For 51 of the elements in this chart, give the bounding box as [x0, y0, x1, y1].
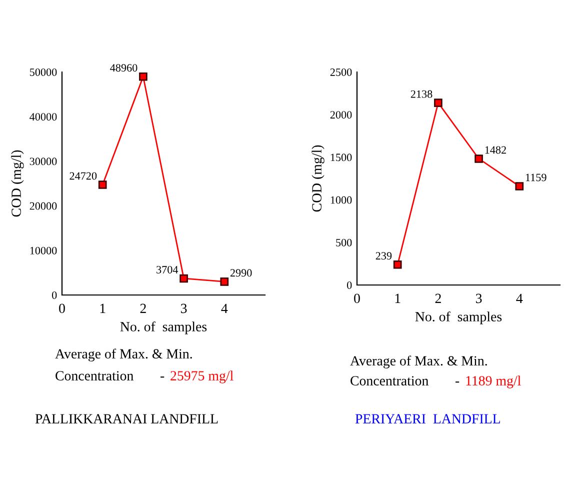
- y-tick-label: 10000: [30, 246, 57, 254]
- y-tick-label: 20000: [30, 202, 57, 210]
- point: [434, 98, 442, 108]
- x-tick-label: 2: [435, 294, 441, 303]
- x-tick-label: 3: [180, 304, 187, 314]
- y-axis-title: COD (mg/l): [11, 150, 24, 217]
- data-label: 1482: [485, 146, 506, 154]
- data-label: 48960: [110, 64, 138, 72]
- text: -: [456, 382, 460, 383]
- text: 25975 mg/l: [170, 370, 234, 384]
- y-tick-label: 2500: [330, 68, 352, 76]
- x-tick-label: 4: [516, 294, 523, 303]
- text: Concentration: [56, 371, 134, 380]
- data-label: 24720: [70, 172, 97, 180]
- point: [393, 260, 402, 269]
- x-tick-label: 4: [221, 304, 228, 313]
- x-tick-label: 1: [100, 304, 106, 313]
- text: PERIYAERI LANDFILL: [355, 414, 500, 424]
- y-axis-title: COD (mg/l): [312, 145, 324, 212]
- text: -: [160, 376, 164, 378]
- data-label: 3704: [156, 266, 178, 274]
- text: 1189 mg/l: [466, 376, 521, 388]
- y-tick-label: 1000: [330, 196, 352, 204]
- x-axis-title: No. of samples: [120, 321, 207, 334]
- x-tick-label: 1: [395, 294, 400, 303]
- x-tick-label: 3: [476, 294, 482, 304]
- x-tick-label: 2: [140, 304, 146, 313]
- data-label: 1159: [526, 174, 546, 182]
- y-tick-label: 0: [347, 281, 352, 289]
- point: [515, 182, 524, 190]
- x-tick-label: 0: [59, 304, 65, 314]
- text: Average of Max. & Min.: [55, 348, 192, 362]
- data-label: 239: [376, 252, 392, 260]
- y-tick-label: 50000: [30, 68, 57, 76]
- data-label: 2138: [410, 90, 432, 98]
- y-tick-label: 1500: [330, 154, 352, 162]
- x-axis-title: No. of samples: [415, 311, 502, 324]
- point: [180, 274, 188, 283]
- y-tick-label: 500: [336, 238, 352, 246]
- x-tick-label: 0: [354, 294, 360, 304]
- data-label: 2990: [230, 269, 252, 277]
- point: [220, 278, 229, 286]
- text: PALLIKKARANAI LANDFILL: [35, 414, 218, 424]
- y-tick-label: 40000: [30, 113, 57, 121]
- y-tick-label: 2000: [330, 111, 352, 119]
- y-tick-label: 30000: [30, 158, 57, 166]
- point: [98, 180, 107, 189]
- text: Average of Max. & Min.: [350, 356, 487, 368]
- text: Concentration: [350, 376, 428, 386]
- point: [139, 72, 148, 81]
- point: [474, 154, 483, 163]
